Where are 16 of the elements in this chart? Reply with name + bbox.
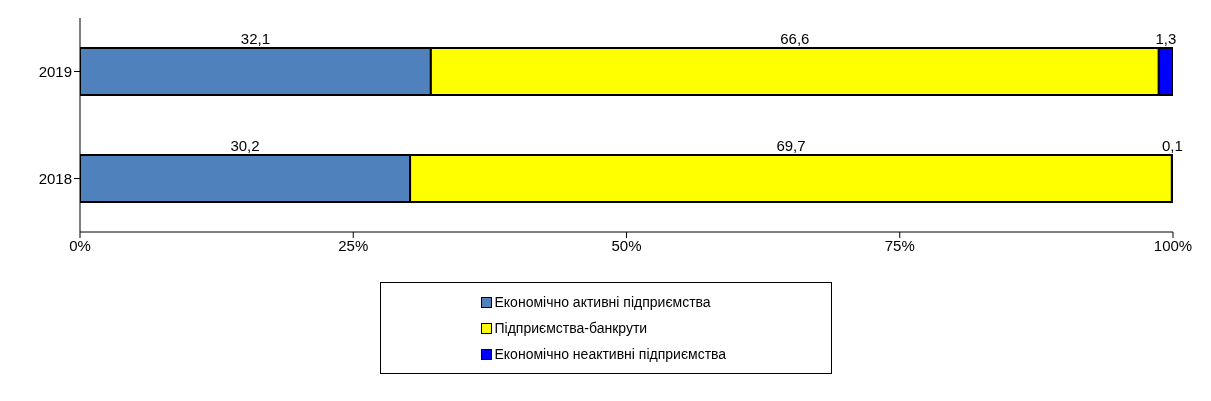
x-tick-label: 25% (338, 236, 369, 254)
data-label: 0,1 (1162, 136, 1183, 154)
x-tick-label: 50% (611, 236, 642, 254)
data-label: 32,1 (240, 29, 271, 47)
legend-label: Підприємства-банкрути (494, 320, 648, 336)
data-label: 1,3 (1155, 29, 1177, 47)
x-tick-label: 0% (69, 236, 91, 254)
legend-label: Економічно активні підприємства (494, 294, 711, 310)
data-label: 30,2 (230, 136, 260, 154)
legend-label: Економічно неактивні підприємства (494, 346, 727, 362)
data-label: 69,7 (776, 136, 806, 154)
y-tick-label: 2019 (38, 62, 72, 80)
x-tick-label: 75% (884, 236, 915, 254)
data-label: 66,6 (780, 29, 810, 47)
y-tick-label: 2018 (38, 169, 72, 187)
x-tick-label: 100% (1153, 236, 1193, 254)
